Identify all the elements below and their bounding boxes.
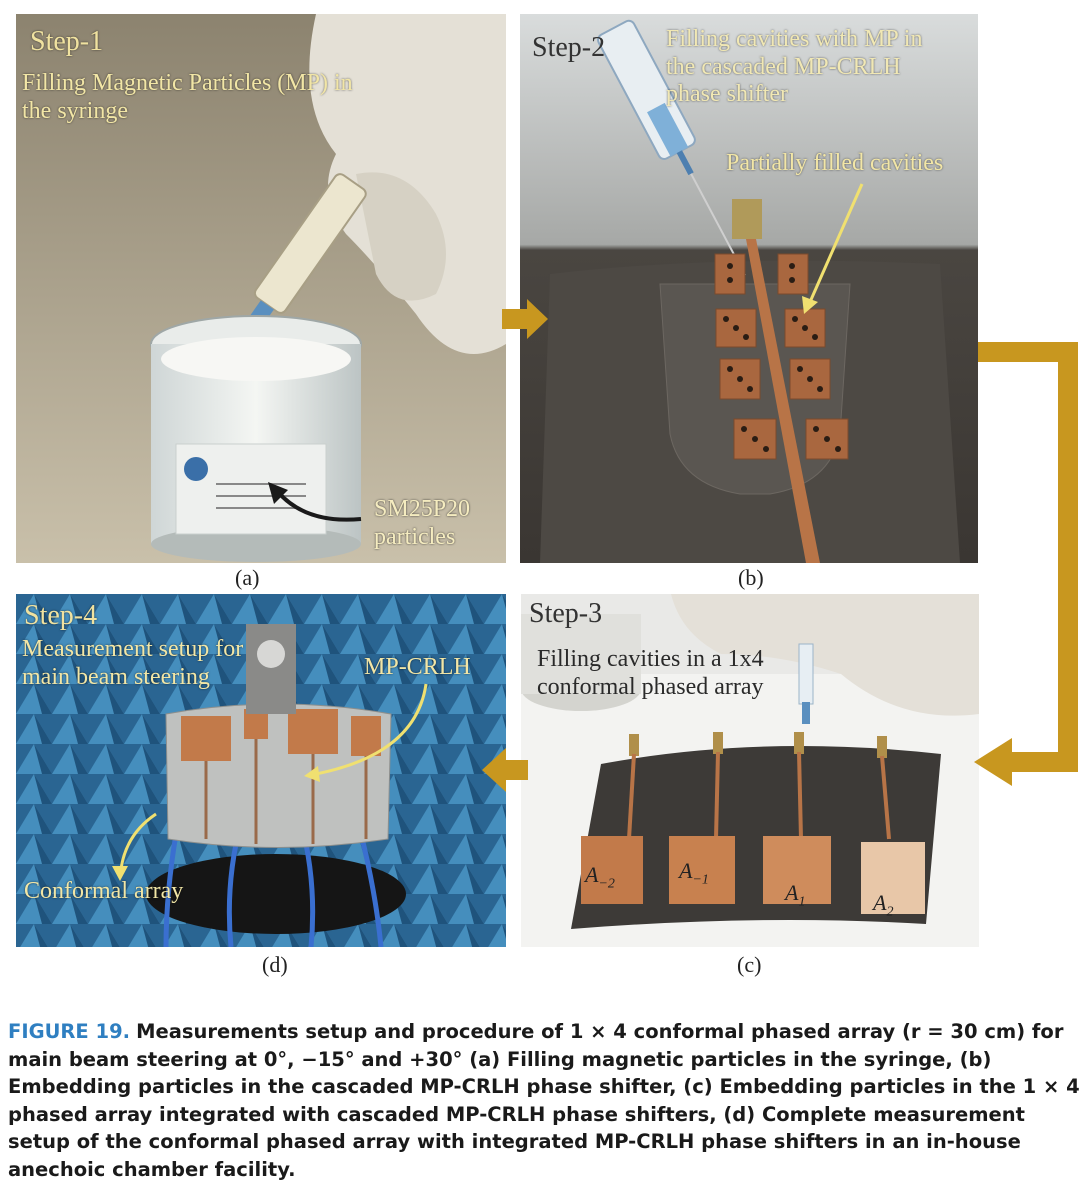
patch-a-2 (581, 836, 643, 904)
step-1-label: Step-1 (30, 26, 104, 57)
phase-shifter-photo (520, 14, 978, 563)
step-3-label: Step-3 (529, 598, 603, 629)
step-4-description: Measurement setup for main beam steering (22, 636, 244, 690)
patch-a-1 (669, 836, 735, 904)
step-3-description: Filling cavities in a 1x4 conformal phas… (537, 646, 764, 700)
figure-number: FIGURE 19. (8, 1020, 131, 1043)
panel-a-photo: Step-1 Filling Magnetic Particles (MP) i… (16, 14, 506, 563)
mp-crlh-label: MP-CRLH (364, 654, 471, 680)
subfigure-label-d: (d) (262, 952, 288, 977)
flow-arrow-step2-to-step3 (978, 342, 1078, 772)
anechoic-chamber-photo (16, 594, 506, 947)
syringe-photo (16, 14, 506, 563)
element-label-a2: A2 (873, 890, 894, 920)
panel-c-photo: Step-3 Filling cavities in a 1x4 conform… (521, 594, 979, 947)
patch-a1 (763, 836, 831, 904)
panel-d-photo: Step-4 Measurement setup for main beam s… (16, 594, 506, 947)
patch-a2 (861, 842, 925, 914)
caption-text: Measurements setup and procedure of 1 × … (8, 1020, 1080, 1181)
subfigure-label-c: (c) (737, 952, 762, 977)
panel-b-photo: Step-2 Filling cavities with MP in the c… (520, 14, 978, 563)
partially-filled-cavities-label: Partially filled cavities (726, 150, 944, 176)
conformal-array-label: Conformal array (24, 878, 184, 904)
step-2-description: Filling cavities with MP in the cascaded… (666, 26, 923, 108)
step-4-label: Step-4 (24, 600, 98, 631)
subfigure-label-a: (a) (235, 565, 260, 590)
step-1-description: Filling Magnetic Particles (MP) in the s… (22, 70, 353, 124)
figure-caption: FIGURE 19. Measurements setup and procedu… (8, 1018, 1083, 1183)
element-label-a-2: A−2 (585, 862, 615, 892)
phased-array-photo (521, 594, 979, 947)
element-label-a1: A1 (785, 880, 806, 910)
element-label-a-1: A−1 (679, 858, 709, 888)
step-2-label: Step-2 (532, 32, 606, 63)
particles-label: SM25P20 particles (374, 496, 471, 550)
subfigure-label-b: (b) (738, 565, 764, 590)
